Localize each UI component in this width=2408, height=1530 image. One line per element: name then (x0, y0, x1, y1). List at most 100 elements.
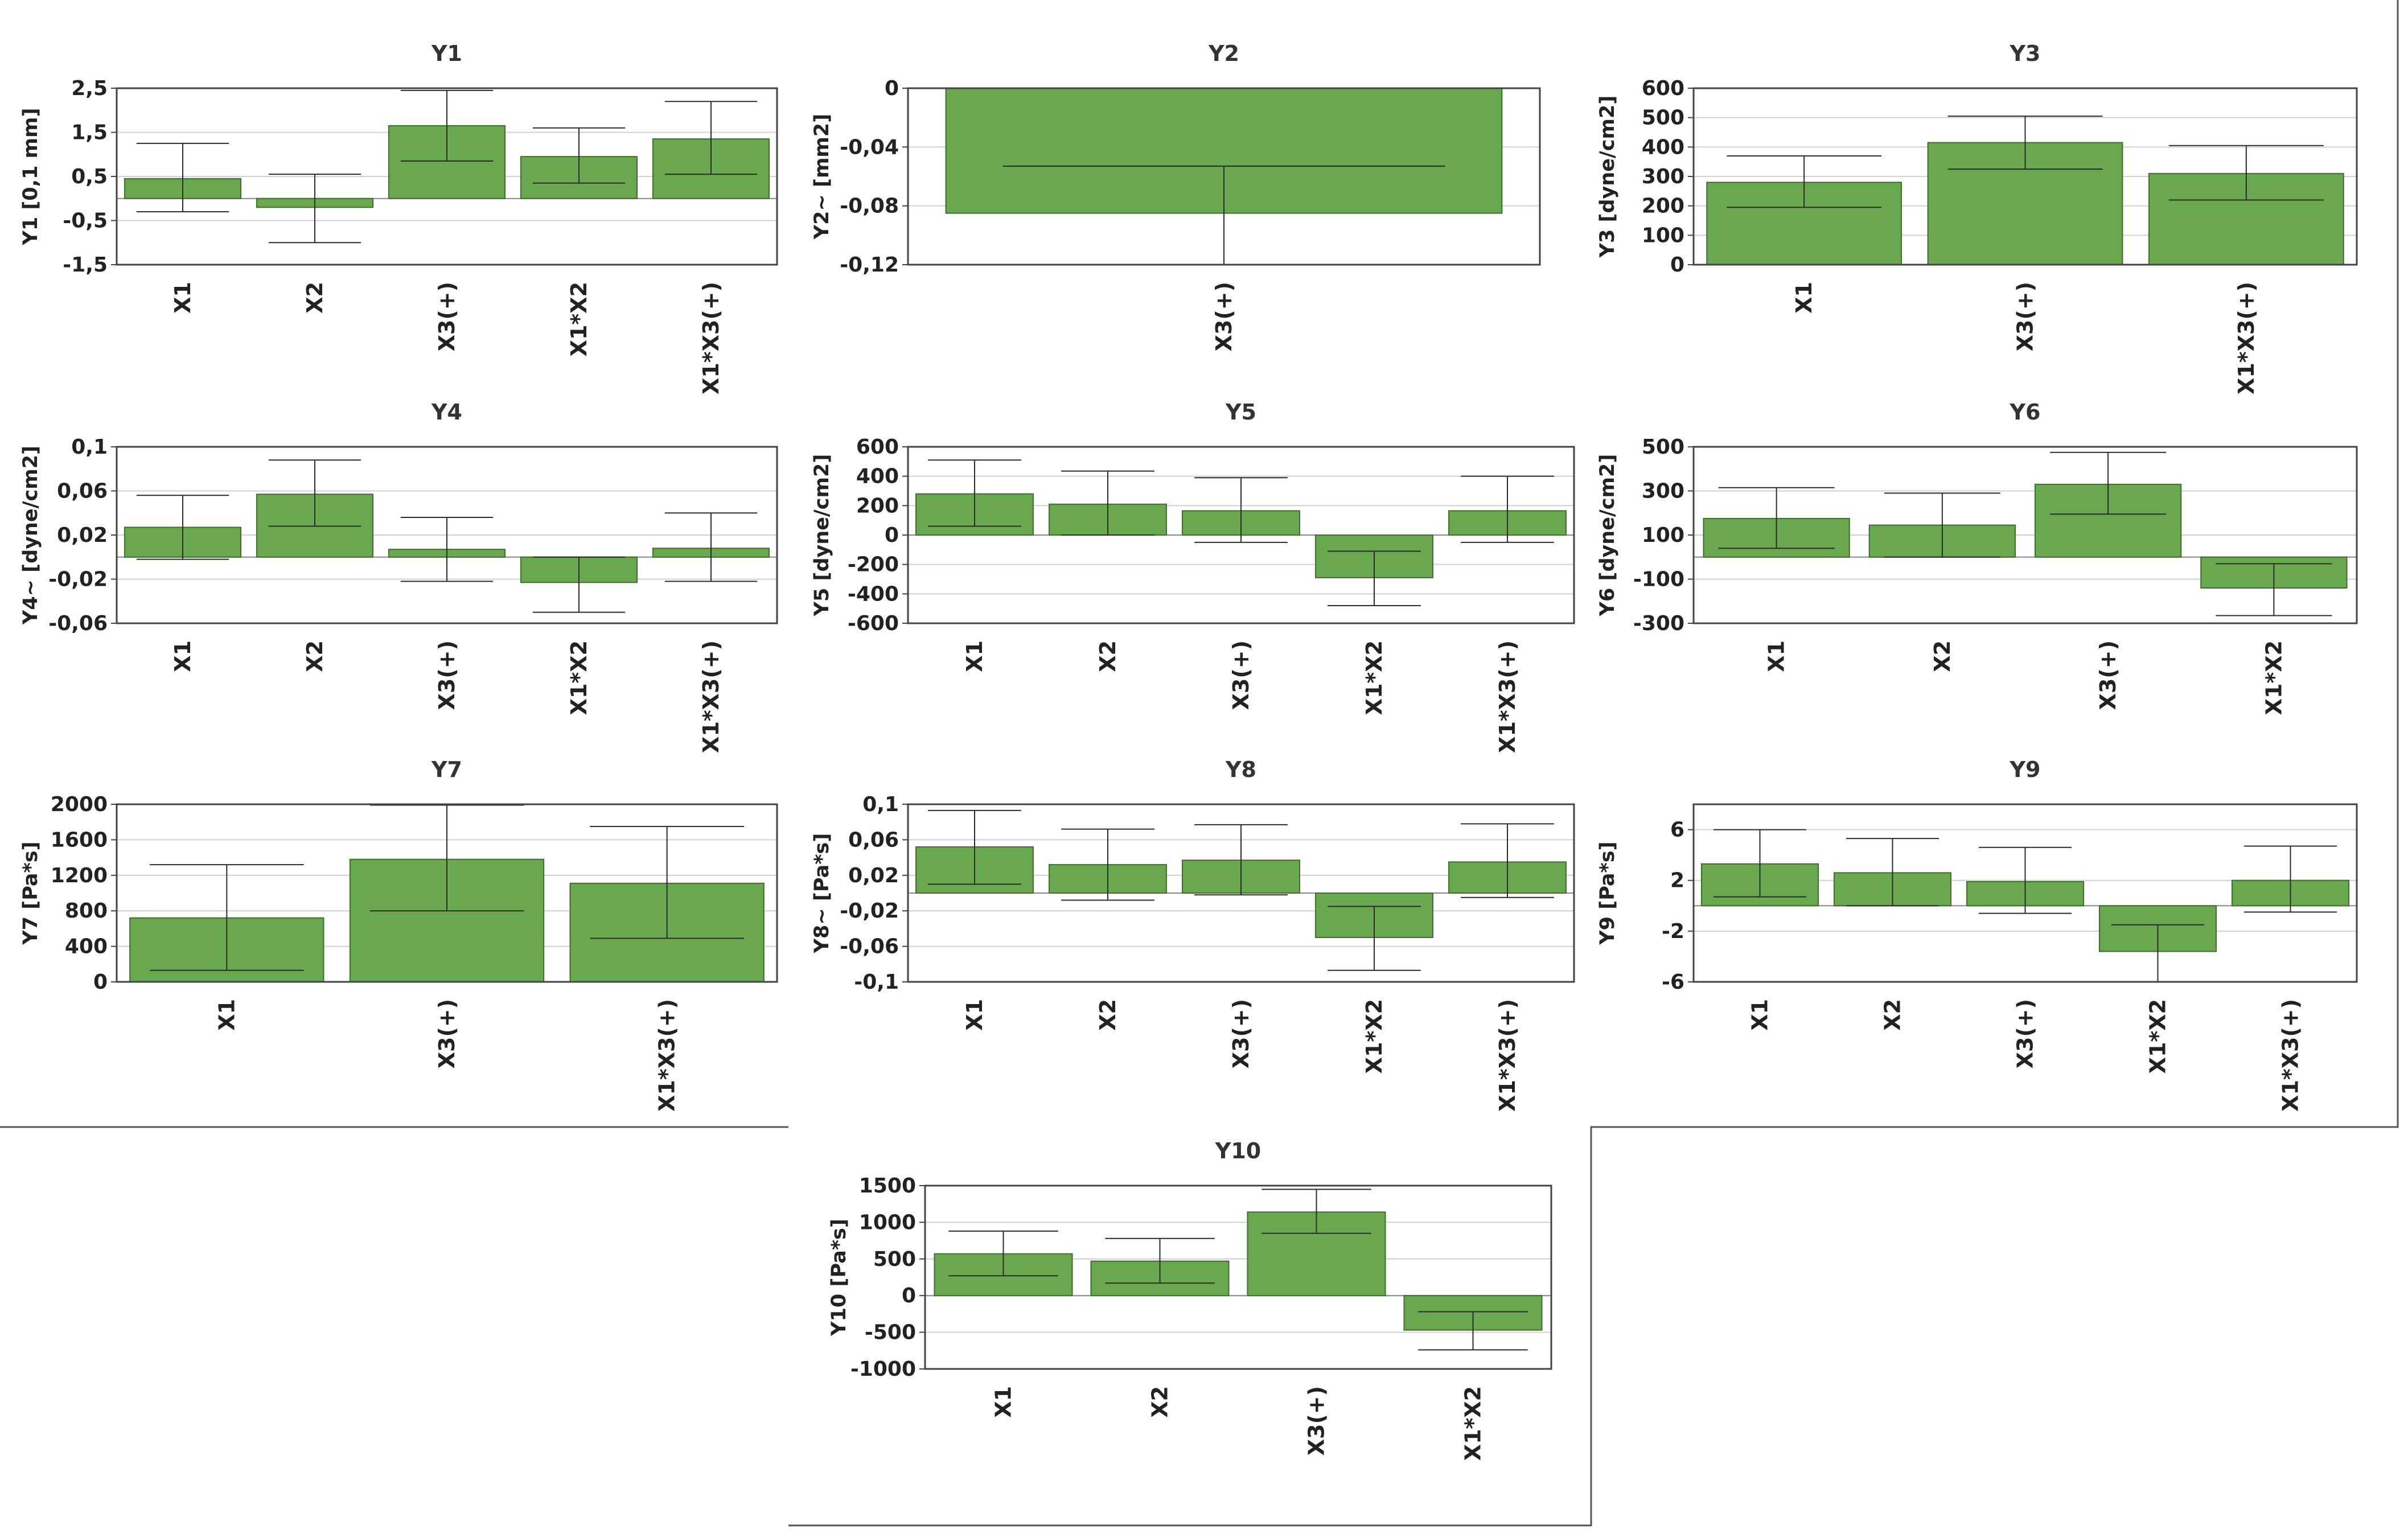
y-tick-label: 500 (1642, 106, 1684, 130)
x-tick-label: X1*X2 (1362, 640, 1387, 715)
y-tick-label: 800 (65, 899, 108, 923)
x-tick-label: X1 (170, 282, 195, 314)
x-tick-label: X1*X3(+) (2234, 282, 2259, 394)
y-tick-label: 6 (1670, 819, 1684, 842)
y-tick-label: 500 (873, 1248, 916, 1271)
y-tick-label: 2000 (51, 793, 108, 816)
x-tick-label: X1*X2 (2261, 640, 2286, 715)
y-tick-label: -0,12 (840, 253, 899, 277)
y-tick-label: 0 (93, 970, 108, 994)
y-tick-label: 1000 (859, 1211, 916, 1234)
chart-y3: 600 500 400 300 200 100 0 X1 X3(+) X1*X3(+) Y3 Y3 [… (1596, 41, 2358, 394)
y-tick-label: 500 (1642, 435, 1684, 459)
y-tick-label: 2 (1670, 869, 1684, 892)
x-tick-label: X3(+) (1304, 1386, 1329, 1455)
plot-frame (907, 87, 1541, 266)
chart-y1: 2,5 1,5 0,5 -0,5 -1,5 X1 X2 X3(+) X1*X2 X1*X3(+) Y… (19, 41, 778, 394)
y-tick-label: 0 (1670, 253, 1684, 277)
y-axis-label: Y8~ [Pa*s] (811, 833, 833, 954)
y-tick-label: 0,02 (848, 864, 899, 887)
x-tick-label: X3(+) (2095, 640, 2121, 710)
chart-title: Y7 (431, 757, 462, 782)
x-tick-label: X1*X3(+) (698, 282, 724, 394)
y-tick-label: -600 (848, 612, 899, 635)
bar (1247, 1211, 1386, 1297)
x-tick-label: X1*X2 (1461, 1386, 1486, 1461)
y-tick-label: -0,06 (48, 612, 108, 635)
y-tick-label: -1000 (850, 1358, 916, 1381)
plot-frame (116, 446, 778, 624)
x-tick-label: X1*X2 (566, 282, 591, 356)
x-tick-label: X1 (962, 640, 987, 672)
y-tick-label: 400 (856, 465, 899, 488)
y-tick-label: 1200 (51, 864, 108, 887)
x-tick-label: X1*X3(+) (1495, 640, 1520, 753)
x-tick-label: X2 (1148, 1386, 1173, 1418)
y-axis-label: Y9 [Pa*s] (1596, 841, 1619, 945)
y-axis-label: Y10 [Pa*s] (828, 1219, 850, 1336)
charts-group: 2,5 1,5 0,5 -0,5 -1,5 X1 X2 X3(+) X1*X2 X1*X3(+) Y… (19, 41, 2358, 1461)
plot-frame (924, 1184, 1552, 1370)
y-tick-label: 0 (885, 77, 899, 100)
x-tick-label: X3(+) (434, 999, 459, 1068)
y-tick-label: -0,08 (840, 195, 899, 218)
plot-frame (907, 803, 1575, 983)
y-tick-label: -200 (848, 553, 899, 577)
x-tick-label: X1*X2 (1362, 999, 1387, 1074)
plot-frame (116, 803, 778, 983)
x-tick-label: X2 (1930, 640, 1955, 672)
chart-y8: 0,1 0,06 0,02 -0,02 -0,06 -0,1 X1 X2 X3(+) X1*X2 X… (811, 757, 1575, 1112)
plot-frame (1692, 446, 2358, 624)
y-tick-label: 300 (1642, 165, 1684, 188)
plot-frame (907, 446, 1575, 624)
y-tick-label: 1600 (51, 828, 108, 852)
x-tick-label: X1 (991, 1386, 1016, 1418)
plot-frame (1692, 803, 2358, 983)
chart-title: Y10 (1215, 1138, 1261, 1163)
chart-y4: 0,1 0,06 0,02 -0,02 -0,06 X1 X2 X3(+) X1*X2 X1*X3… (19, 400, 778, 753)
y-tick-label: 0 (885, 524, 899, 547)
chart-title: Y8 (1225, 757, 1256, 782)
x-tick-label: X1*X3(+) (2278, 999, 2303, 1112)
chart-title: Y1 (431, 41, 462, 66)
y-tick-label: -0,02 (840, 899, 899, 923)
x-tick-label: X1*X3(+) (698, 640, 724, 753)
x-tick-label: X2 (1095, 999, 1120, 1031)
y-tick-label: 0,06 (57, 480, 108, 503)
chart-title: Y6 (2010, 400, 2041, 425)
x-tick-label: X1*X2 (2146, 999, 2171, 1074)
y-tick-label: -6 (1662, 970, 1684, 994)
x-tick-label: X2 (302, 640, 327, 672)
y-tick-label: 0,1 (862, 793, 899, 816)
y-tick-label: 0,06 (848, 828, 899, 852)
chart-y10: 1500 1000 500 0 -500 -1000 X1 X2 X3(+) X1*X2 Y10 Y1… (828, 1138, 1552, 1461)
y-axis-label: Y4~ [dyne/cm2] (19, 446, 42, 625)
y-axis-label: Y6 [dyne/cm2] (1596, 454, 1619, 617)
x-tick-label: X1*X2 (566, 640, 591, 715)
y-tick-label: -0,04 (840, 135, 899, 159)
chart-title: Y5 (1225, 400, 1256, 425)
y-axis-label: Y3 [dyne/cm2] (1596, 96, 1619, 258)
x-tick-label: X2 (1095, 640, 1120, 672)
y-axis-label: Y5 [dyne/cm2] (811, 454, 833, 617)
y-tick-label: 400 (65, 935, 108, 959)
y-tick-label: 400 (1642, 135, 1684, 159)
plot-frame (116, 87, 778, 266)
y-tick-label: -0,06 (840, 935, 899, 959)
chart-y5: 600 400 200 0 -200 -400 -600 X1 X2 X3(+) X1*X2 X1*X… (811, 400, 1575, 753)
y-tick-label: -1,5 (63, 253, 108, 277)
x-tick-label: X2 (302, 282, 327, 314)
x-tick-label: X1 (214, 999, 239, 1031)
y-tick-label: 0,5 (71, 165, 108, 188)
chart-y7: 2000 1600 1200 800 400 0 X1 X3(+) X1*X3(+) Y7 Y7 [… (19, 757, 778, 1112)
y-tick-label: 200 (1642, 195, 1684, 218)
x-tick-label: X1 (962, 999, 987, 1031)
panel-border (788, 0, 2399, 1527)
y-axis-label: Y7 [Pa*s] (19, 841, 42, 945)
y-tick-label: -0,1 (854, 970, 899, 994)
x-tick-label: X1 (170, 640, 195, 672)
x-tick-label: X3(+) (1228, 999, 1254, 1068)
y-tick-label: 600 (1642, 77, 1684, 100)
x-tick-label: X3(+) (434, 640, 459, 710)
